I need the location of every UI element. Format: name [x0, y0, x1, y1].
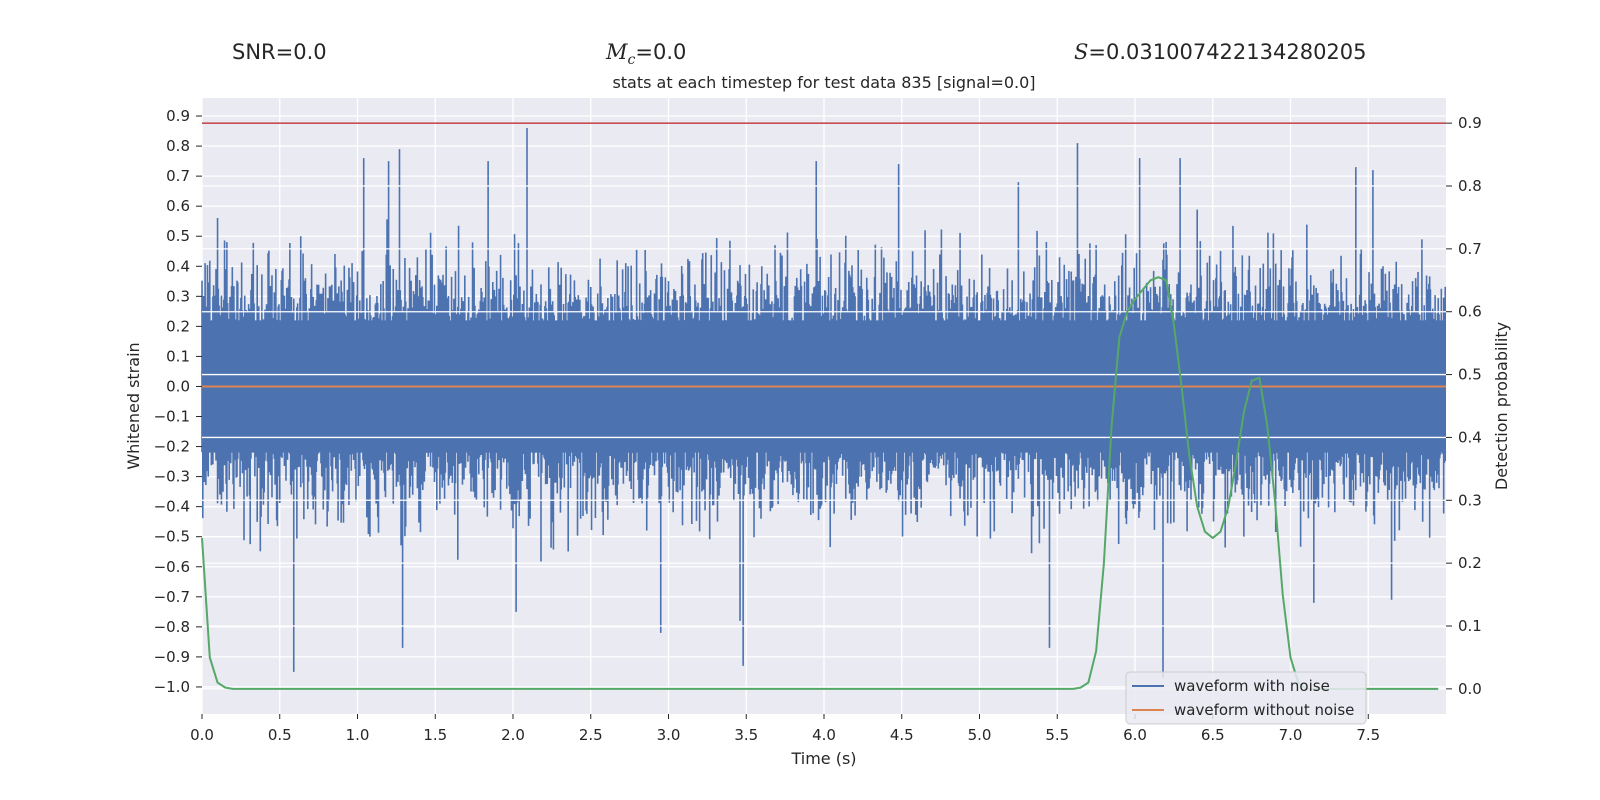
legend-label-clean: waveform without noise — [1174, 701, 1354, 719]
y-axis-right: 0.9 0.8 0.7 0.6 0.5 0.4 0.3 0.2 0.1 0.0 — [1446, 114, 1482, 698]
x-tick-label-11: 5.5 — [1045, 726, 1069, 744]
y-tick-label-5: 0.4 — [166, 257, 190, 275]
detection-probability-line — [201, 276, 1439, 690]
snr-stat: SNR=0.0 — [232, 40, 327, 64]
x-tick-label-7: 3.5 — [734, 726, 758, 744]
x-tick-label-6: 3.0 — [657, 726, 681, 744]
x-axis-label: Time (s) — [790, 749, 856, 768]
y-tick-label-3: 0.6 — [166, 197, 190, 215]
y2-tick-label-1: 0.8 — [1458, 177, 1482, 195]
y2-tick-label-4: 0.5 — [1458, 366, 1482, 384]
y-tick-label-0: 0.9 — [166, 107, 190, 125]
x-tick-label-14: 7.0 — [1279, 726, 1303, 744]
x-tick-label-12: 6.0 — [1123, 726, 1147, 744]
mc-value: =0.0 — [635, 40, 687, 64]
x-tick-label-4: 2.0 — [501, 726, 525, 744]
x-tick-label-13: 6.5 — [1201, 726, 1225, 744]
y-tick-label-4: 0.5 — [166, 227, 190, 245]
x-tick-label-5: 2.5 — [579, 726, 603, 744]
y2-tick-label-9: 0.0 — [1458, 680, 1482, 698]
s-stat: S=0.031007422134280205 — [1074, 40, 1367, 64]
y-tick-label-8: 0.1 — [166, 347, 190, 365]
legend: waveform with noise waveform without noi… — [1125, 671, 1367, 725]
y-tick-label-1: 0.8 — [166, 137, 190, 155]
y2-tick-label-8: 0.1 — [1458, 617, 1482, 635]
x-tick-label-1: 0.5 — [268, 726, 292, 744]
y-tick-label-17: −0.8 — [154, 618, 190, 636]
y2-tick-label-3: 0.6 — [1458, 303, 1482, 321]
x-tick-label-10: 5.0 — [968, 726, 992, 744]
snr-value: =0.0 — [275, 40, 327, 64]
y-tick-label-9: 0.0 — [166, 377, 190, 395]
chart-title: stats at each timestep for test data 835… — [612, 73, 1035, 92]
y-axis-label: Whitened strain — [124, 342, 143, 469]
x-tick-label-15: 7.5 — [1356, 726, 1380, 744]
y2-axis-label: Detection probability — [1492, 322, 1511, 490]
y2-tick-label-6: 0.3 — [1458, 491, 1482, 509]
y-tick-label-16: −0.7 — [154, 588, 190, 606]
legend-label-noise: waveform with noise — [1174, 677, 1330, 695]
series-lines — [201, 122, 1446, 690]
x-tick-label-3: 1.5 — [423, 726, 447, 744]
y2-tick-label-2: 0.7 — [1458, 240, 1482, 258]
y-tick-label-18: −0.9 — [154, 648, 190, 666]
y-tick-label-12: −0.3 — [154, 468, 190, 486]
x-tick-label-2: 1.0 — [346, 726, 370, 744]
y-tick-label-2: 0.7 — [166, 167, 190, 185]
chirp-mass-stat: Mc=0.0 — [606, 40, 686, 68]
s-value: =0.031007422134280205 — [1088, 40, 1367, 64]
y-tick-label-15: −0.6 — [154, 558, 190, 576]
y-tick-label-7: 0.2 — [166, 317, 190, 335]
y-axis-left: 0.9 0.8 0.7 0.6 0.5 0.4 0.3 0.2 0.1 0.0 −0.1 −0.2 −0… — [154, 107, 202, 696]
y-tick-label-13: −0.4 — [154, 498, 190, 516]
snr-label: SNR — [232, 40, 276, 64]
y2-tick-label-5: 0.4 — [1458, 428, 1482, 446]
x-tick-label-8: 4.0 — [812, 726, 836, 744]
x-axis: 0.0 0.5 1.0 1.5 2.0 2.5 3.0 3.5 4.0 4.5 5.0 5.5 6.0 6… — [190, 714, 1380, 744]
y-tick-label-19: −1.0 — [154, 678, 190, 696]
x-tick-label-0: 0.0 — [190, 726, 214, 744]
y-tick-label-11: −0.2 — [154, 438, 190, 456]
y2-tick-label-7: 0.2 — [1458, 554, 1482, 572]
mc-subscript: c — [627, 52, 636, 69]
y-tick-label-10: −0.1 — [154, 408, 190, 426]
y2-tick-label-0: 0.9 — [1458, 114, 1482, 132]
y-tick-label-14: −0.5 — [154, 528, 190, 546]
s-symbol: S — [1074, 40, 1089, 64]
x-tick-label-9: 4.5 — [890, 726, 914, 744]
legend-box — [1125, 671, 1367, 725]
mc-symbol: M — [606, 40, 628, 64]
y-tick-label-6: 0.3 — [166, 287, 190, 305]
